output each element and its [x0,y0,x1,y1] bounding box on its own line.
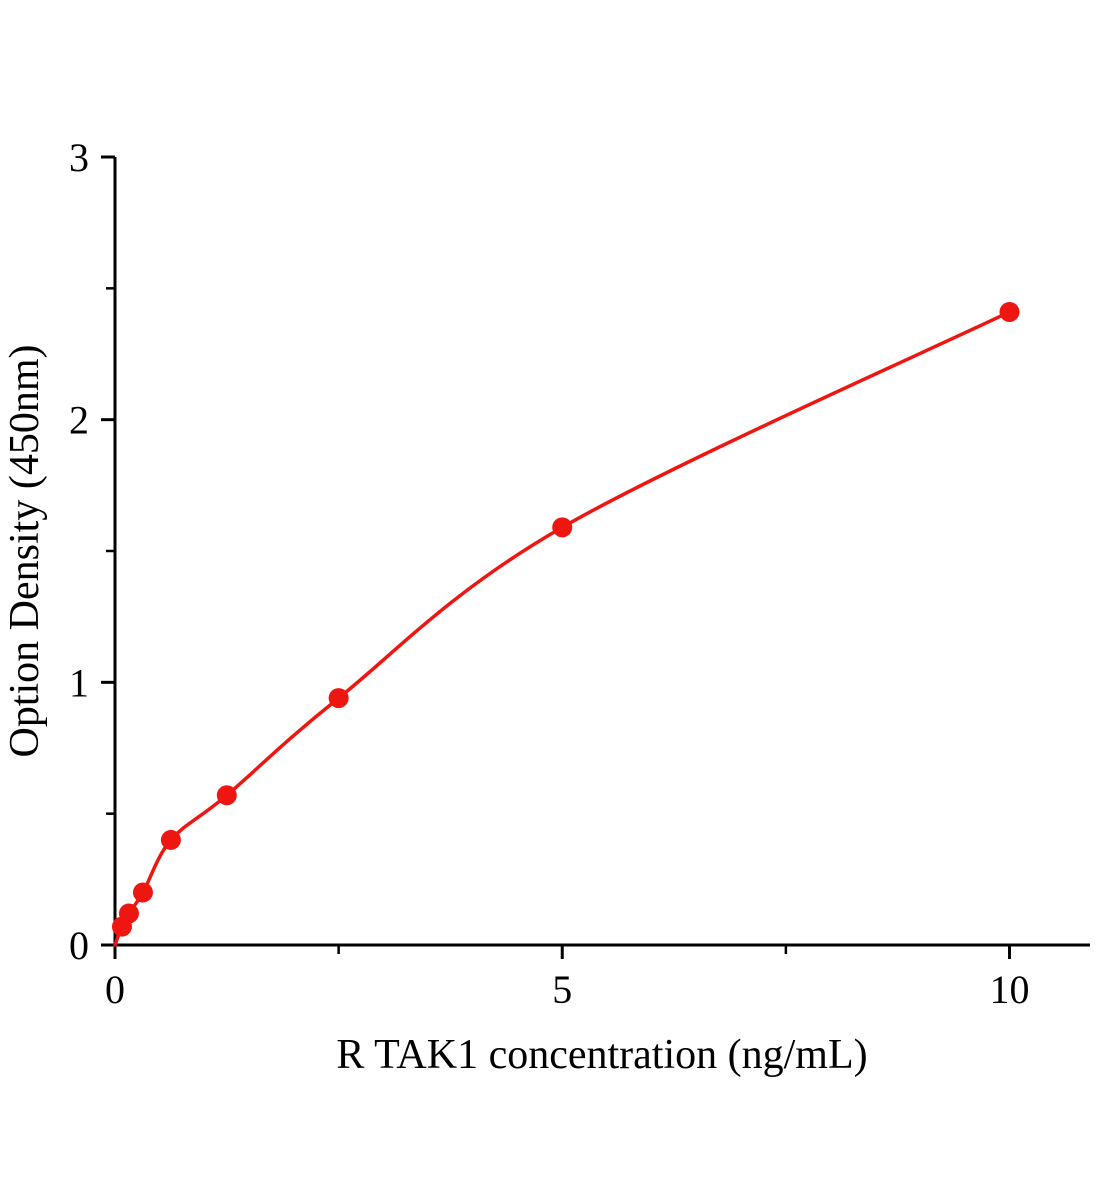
data-point [118,903,139,924]
y-tick-label: 0 [69,923,89,968]
y-tick-label: 3 [69,135,89,180]
x-tick-label: 10 [989,967,1029,1012]
fit-curve [113,310,1012,947]
x-tick-label: 5 [552,967,572,1012]
y-axis-label: Option Density (450nm) [2,345,48,758]
data-point [328,688,349,709]
x-tick-label: 0 [105,967,125,1012]
y-tick-label: 1 [69,660,89,705]
y-tick-label: 2 [69,398,89,443]
data-point [999,301,1020,322]
plot-layer [111,301,1020,947]
data-point [216,785,237,806]
data-point [160,829,181,850]
axes-layer: 0 5 10 0 1 2 3 [69,135,1090,1012]
x-axis-label: R TAK1 concentration (ng/mL) [336,1032,867,1078]
data-point [552,517,573,538]
data-point [132,882,153,903]
